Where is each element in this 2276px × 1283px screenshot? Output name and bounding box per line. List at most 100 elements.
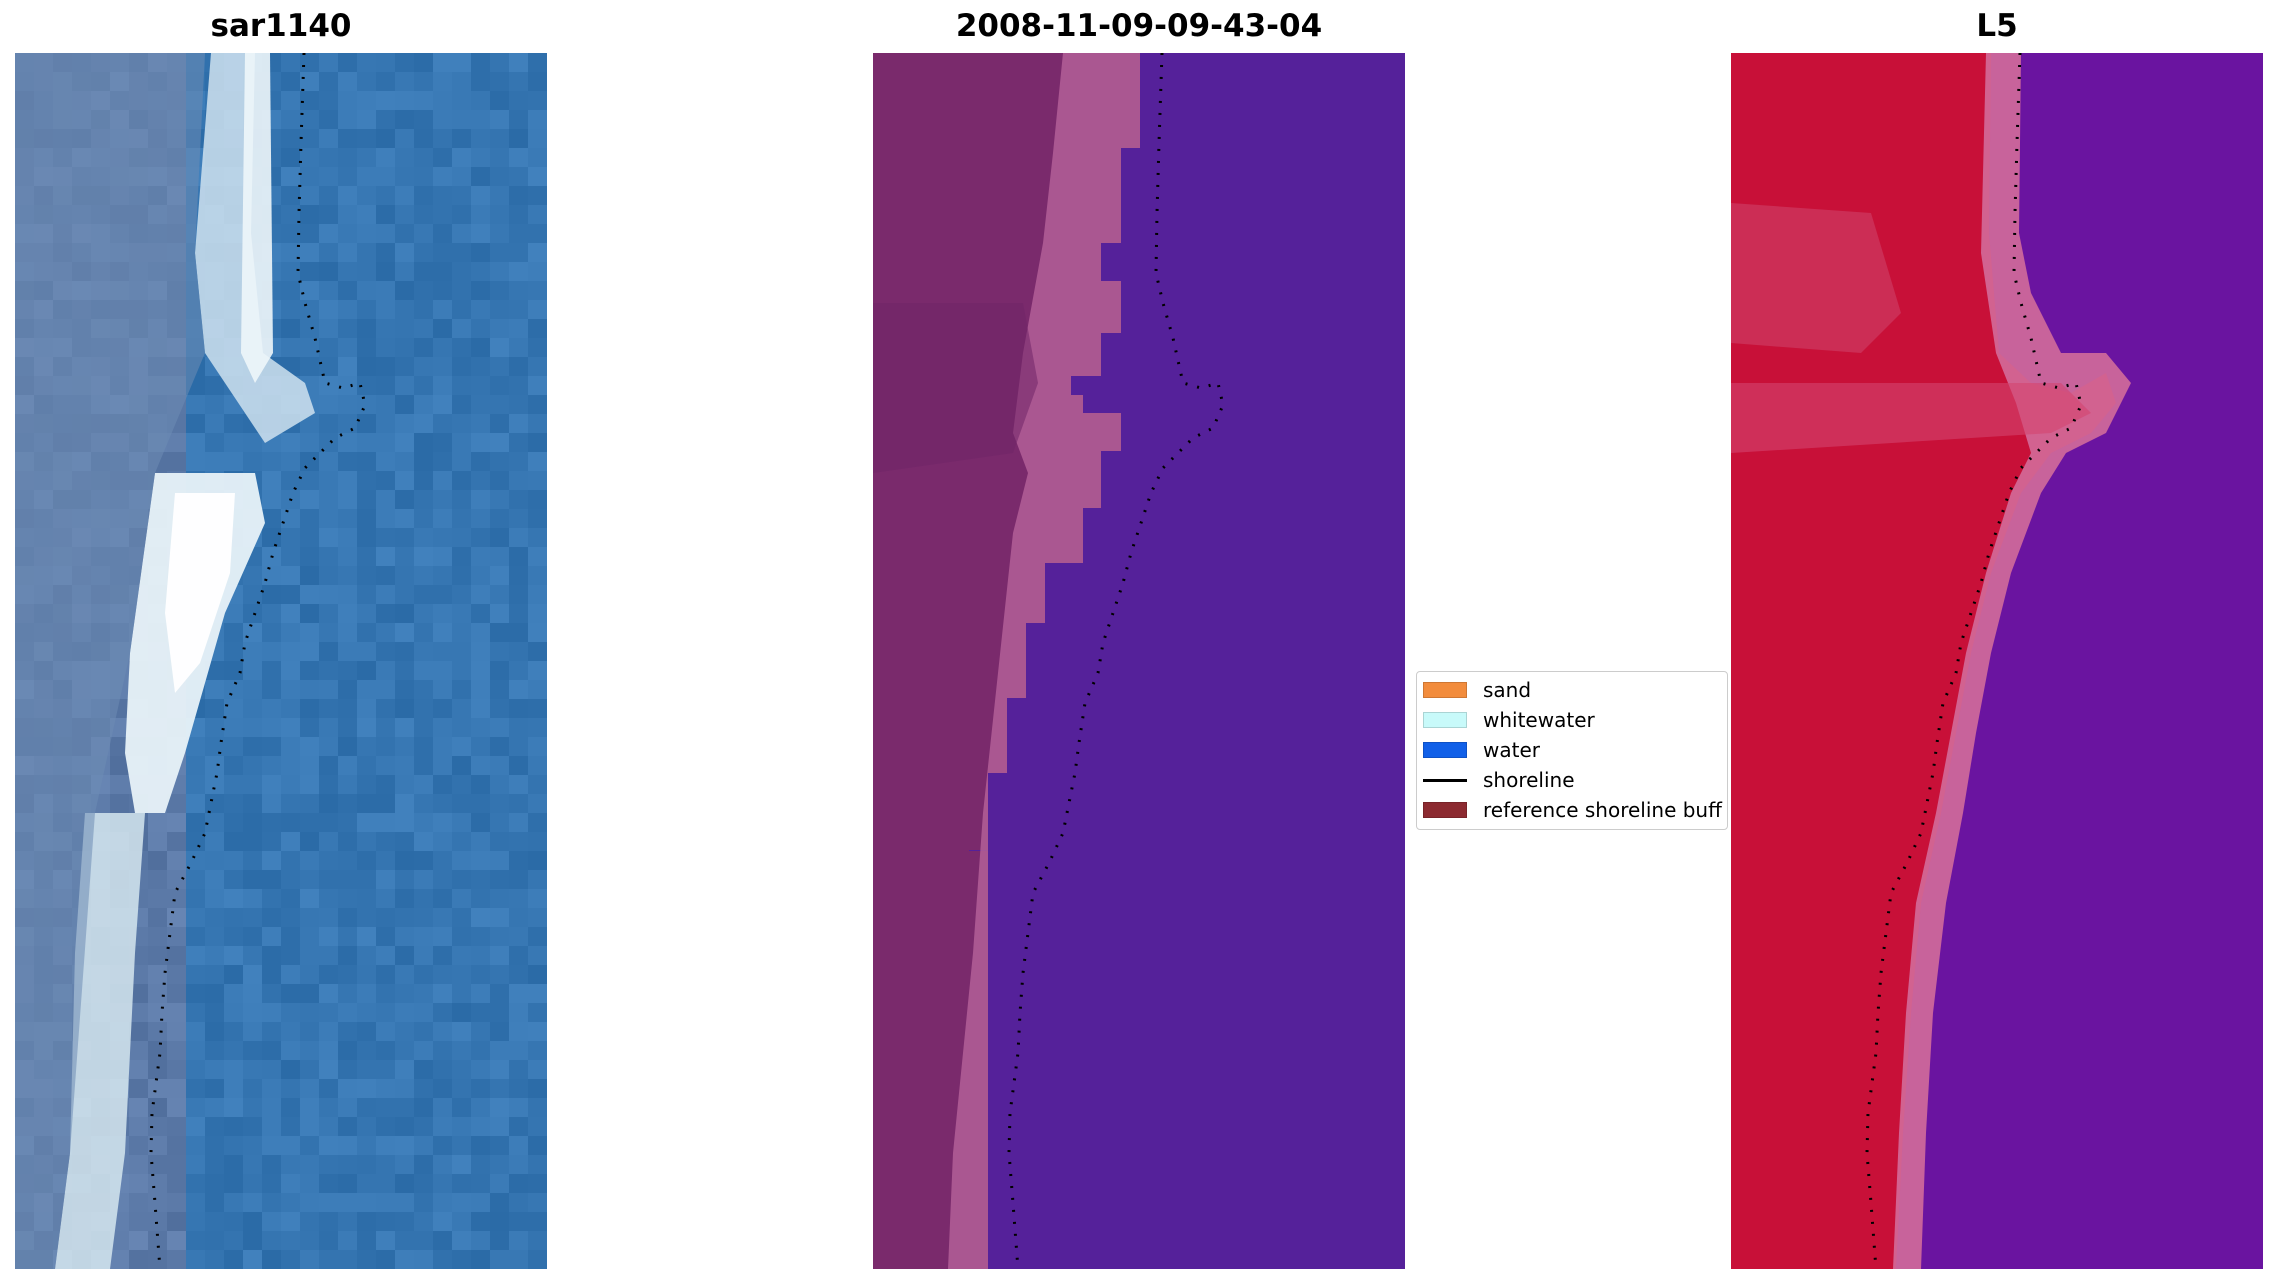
pixel-cell bbox=[452, 72, 472, 92]
pixel-cell bbox=[167, 870, 187, 890]
pixel-cell bbox=[205, 965, 225, 985]
pixel-cell bbox=[167, 851, 187, 871]
pixel-cell bbox=[167, 1250, 187, 1269]
pixel-cell bbox=[357, 1193, 377, 1213]
legend-item-whitewater: whitewater bbox=[1423, 707, 1595, 733]
pixel-cell bbox=[395, 1231, 415, 1251]
pixel-cell bbox=[281, 699, 301, 719]
pixel-cell bbox=[186, 1231, 206, 1251]
pixel-cell bbox=[395, 433, 415, 453]
pixel-cell bbox=[433, 566, 453, 586]
classification-image bbox=[873, 53, 1405, 1269]
pixel-cell bbox=[471, 965, 491, 985]
pixel-cell bbox=[490, 376, 510, 396]
pixel-cell bbox=[300, 775, 320, 795]
pixel-cell bbox=[281, 1003, 301, 1023]
pixel-cell bbox=[357, 1174, 377, 1194]
pixel-cell bbox=[452, 110, 472, 130]
pixel-cell bbox=[281, 1117, 301, 1137]
pixel-cell bbox=[395, 1155, 415, 1175]
pixel-cell bbox=[338, 547, 358, 567]
pixel-cell bbox=[262, 642, 282, 662]
pixel-cell bbox=[205, 1136, 225, 1156]
pixel-cell bbox=[471, 547, 491, 567]
pixel-cell bbox=[148, 1136, 168, 1156]
pixel-cell bbox=[509, 490, 529, 510]
pixel-cell bbox=[509, 205, 529, 225]
pixel-cell bbox=[376, 623, 396, 643]
pixel-cell bbox=[300, 319, 320, 339]
pixel-cell bbox=[338, 110, 358, 130]
pixel-cell bbox=[395, 718, 415, 738]
pixel-cell bbox=[167, 984, 187, 1004]
pixel-cell bbox=[205, 775, 225, 795]
legend-item-sand: sand bbox=[1423, 677, 1531, 703]
pixel-cell bbox=[490, 642, 510, 662]
pixel-cell bbox=[205, 1212, 225, 1232]
pixel-cell bbox=[414, 775, 434, 795]
legend-label-water: water bbox=[1483, 738, 1540, 762]
pixel-cell bbox=[528, 1174, 547, 1194]
pixel-cell bbox=[376, 699, 396, 719]
pixel-cell bbox=[262, 1060, 282, 1080]
pixel-cell bbox=[471, 490, 491, 510]
pixel-cell bbox=[395, 167, 415, 187]
pixel-cell bbox=[433, 1022, 453, 1042]
pixel-cell bbox=[376, 908, 396, 928]
pixel-cell bbox=[262, 889, 282, 909]
pixel-cell bbox=[509, 623, 529, 643]
pixel-cell bbox=[300, 186, 320, 206]
pixel-cell bbox=[338, 946, 358, 966]
pixel-cell bbox=[167, 1041, 187, 1061]
pixel-cell bbox=[490, 148, 510, 168]
pixel-cell bbox=[319, 490, 339, 510]
pixel-cell bbox=[433, 547, 453, 567]
pixel-cell bbox=[224, 813, 244, 833]
pixel-cell bbox=[471, 1060, 491, 1080]
pixel-cell bbox=[338, 927, 358, 947]
land-light-patch bbox=[1731, 203, 1901, 353]
pixel-cell bbox=[110, 1250, 130, 1269]
pixel-cell bbox=[433, 72, 453, 92]
pixel-cell bbox=[357, 775, 377, 795]
pixel-cell bbox=[224, 452, 244, 472]
pixel-cell bbox=[414, 1193, 434, 1213]
pixel-cell bbox=[471, 414, 491, 434]
pixel-cell bbox=[186, 984, 206, 1004]
pixel-cell bbox=[509, 756, 529, 776]
pixel-cell bbox=[262, 1022, 282, 1042]
pixel-cell bbox=[281, 91, 301, 111]
pixel-cell bbox=[262, 737, 282, 757]
pixel-cell bbox=[528, 281, 547, 301]
pixel-cell bbox=[528, 91, 547, 111]
pixel-cell bbox=[509, 300, 529, 320]
pixel-cell bbox=[376, 433, 396, 453]
pixel-cell bbox=[376, 870, 396, 890]
pixel-cell bbox=[167, 1136, 187, 1156]
pixel-cell bbox=[300, 281, 320, 301]
pixel-cell bbox=[433, 1098, 453, 1118]
pixel-cell bbox=[224, 737, 244, 757]
pixel-cell bbox=[509, 110, 529, 130]
pixel-cell bbox=[262, 1231, 282, 1251]
pixel-cell bbox=[376, 319, 396, 339]
pixel-cell bbox=[300, 908, 320, 928]
pixel-cell bbox=[357, 965, 377, 985]
pixel-cell bbox=[509, 129, 529, 149]
pixel-cell bbox=[338, 262, 358, 282]
pixel-cell bbox=[300, 528, 320, 548]
pixel-cell bbox=[376, 756, 396, 776]
pixel-cell bbox=[433, 1079, 453, 1099]
pixel-cell bbox=[243, 889, 263, 909]
pixel-cell bbox=[338, 889, 358, 909]
pixel-cell bbox=[205, 1079, 225, 1099]
pixel-cell bbox=[528, 1022, 547, 1042]
pixel-cell bbox=[509, 946, 529, 966]
pixel-cell bbox=[528, 1060, 547, 1080]
pixel-cell bbox=[376, 794, 396, 814]
pixel-cell bbox=[452, 1250, 472, 1269]
pixel-cell bbox=[509, 338, 529, 358]
pixel-cell bbox=[338, 1022, 358, 1042]
pixel-cell bbox=[167, 452, 187, 472]
pixel-cell bbox=[300, 718, 320, 738]
